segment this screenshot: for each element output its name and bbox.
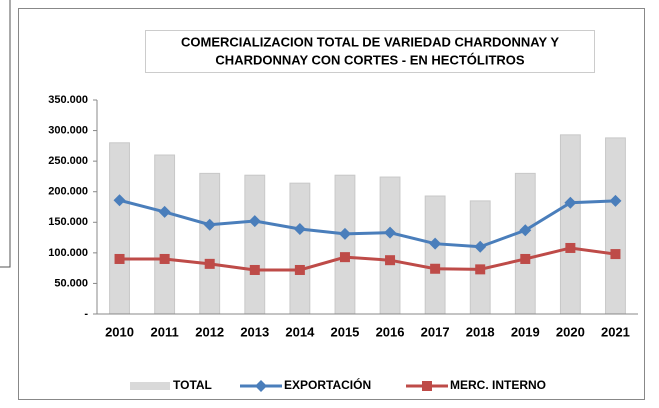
marker xyxy=(520,253,531,264)
marker xyxy=(114,253,125,264)
marker xyxy=(294,264,305,275)
x-tick-label: 2011 xyxy=(151,324,179,339)
marker xyxy=(429,237,442,250)
legend-swatch xyxy=(130,382,170,390)
x-tick-label: 2017 xyxy=(421,324,450,339)
bar xyxy=(605,137,626,315)
chart-title: COMERCIALIZACION TOTAL DE VARIEDAD CHARD… xyxy=(181,34,559,49)
bar xyxy=(109,142,130,315)
legend-label: TOTAL xyxy=(173,378,212,392)
x-tick-label: 2019 xyxy=(511,324,540,339)
marker xyxy=(474,240,487,253)
marker xyxy=(248,215,261,228)
legend-label: MERC. INTERNO xyxy=(450,378,546,392)
y-tick-label: 300.000 xyxy=(48,124,88,136)
bar xyxy=(154,154,176,315)
marker xyxy=(113,194,126,207)
marker xyxy=(384,226,397,239)
marker xyxy=(293,223,306,236)
y-tick-label: 150.000 xyxy=(48,216,88,228)
x-tick-label: 2021 xyxy=(601,324,630,339)
bar xyxy=(244,174,266,315)
bar xyxy=(199,172,221,315)
side-frame xyxy=(0,0,11,268)
marker xyxy=(519,224,532,237)
marker xyxy=(204,258,215,269)
marker xyxy=(159,253,170,264)
y-tick-label: 50.000 xyxy=(54,277,88,289)
bar xyxy=(379,176,401,315)
bar xyxy=(559,134,581,315)
line xyxy=(119,246,616,272)
x-tick-label: 2014 xyxy=(285,324,315,339)
marker xyxy=(430,263,441,274)
y-tick-label: - xyxy=(84,308,88,320)
title-box xyxy=(145,30,595,73)
marker xyxy=(385,255,396,266)
y-tick-label: 250.000 xyxy=(48,155,88,167)
x-tick-label: 2013 xyxy=(240,324,269,339)
marker xyxy=(565,242,576,253)
x-tick-label: 2018 xyxy=(466,324,495,339)
marker xyxy=(203,218,216,231)
bar xyxy=(424,195,446,315)
bar xyxy=(514,172,536,315)
legend-label: EXPORTACIÓN xyxy=(284,377,371,392)
marker xyxy=(158,205,171,218)
chart-title: CHARDONNAY CON CORTES - EN HECTÓLITROS xyxy=(215,52,524,67)
bar xyxy=(289,182,311,315)
y-tick-label: 350.000 xyxy=(48,94,88,106)
legend-marker xyxy=(422,381,432,391)
x-tick-label: 2010 xyxy=(105,324,134,339)
marker xyxy=(475,264,486,275)
marker xyxy=(609,194,622,207)
marker xyxy=(564,196,577,209)
y-tick-label: 100.000 xyxy=(48,247,88,259)
x-tick-label: 2012 xyxy=(195,324,224,339)
bar xyxy=(469,200,491,315)
line xyxy=(119,198,616,249)
marker xyxy=(339,252,350,263)
legend-marker xyxy=(255,380,267,392)
x-tick-label: 2015 xyxy=(330,324,359,339)
marker xyxy=(338,227,351,240)
y-tick-label: 200.000 xyxy=(48,186,88,198)
marker xyxy=(249,264,260,275)
bar xyxy=(334,174,356,315)
marker xyxy=(610,249,621,260)
x-tick-label: 2020 xyxy=(556,324,585,339)
x-tick-label: 2016 xyxy=(376,324,405,339)
